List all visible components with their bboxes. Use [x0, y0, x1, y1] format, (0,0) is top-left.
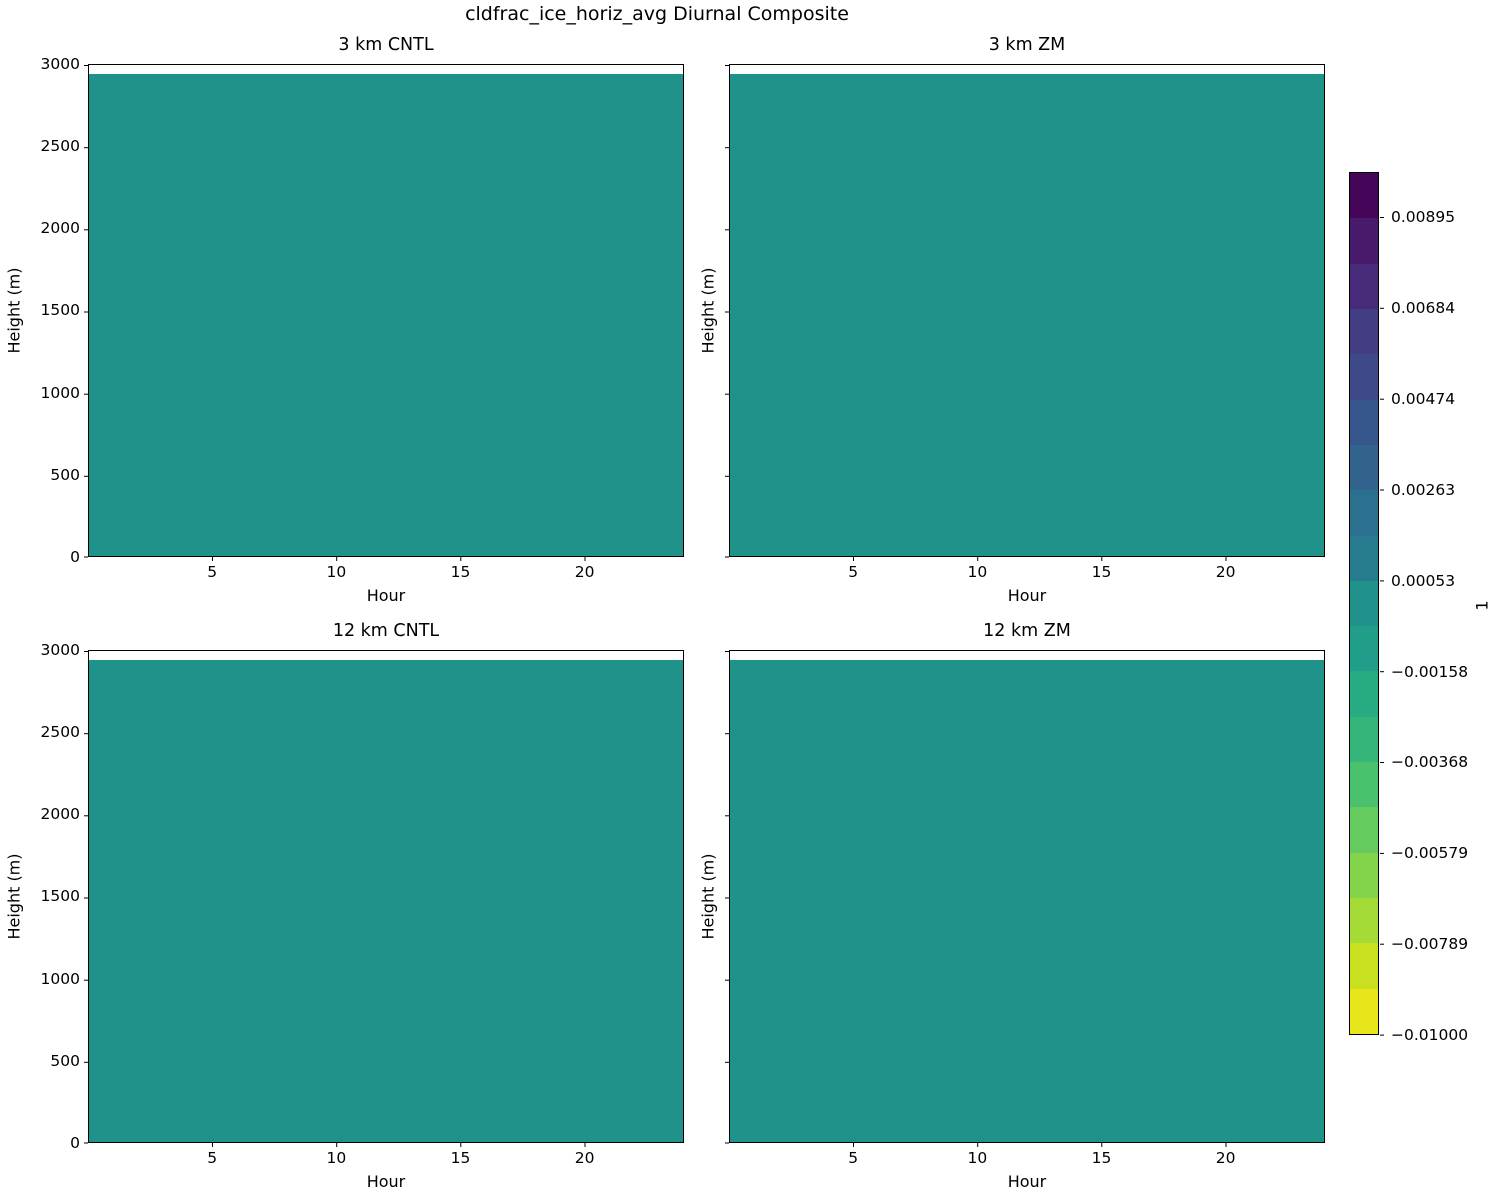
- x-tick-label: 15: [1091, 1149, 1112, 1167]
- colorbar-band: [1350, 444, 1378, 491]
- colorbar-tick-label: 0.00263: [1391, 480, 1456, 499]
- colorbar-tick-label: −0.01000: [1391, 1026, 1469, 1044]
- x-tick-label: 15: [450, 563, 471, 581]
- y-tick-label: 2000: [40, 805, 80, 824]
- x-tick-marks: [853, 1143, 855, 1147]
- x-tick-label: 5: [848, 1149, 859, 1167]
- colorbar-band: [1350, 988, 1378, 1034]
- colorbar-band: [1350, 263, 1378, 309]
- colorbar-band: [1350, 626, 1378, 672]
- colorbar-band: [1350, 762, 1378, 808]
- colorbar-tick-label: −0.00789: [1391, 935, 1469, 954]
- y-tick-label: 1000: [40, 969, 80, 988]
- y-tick-label: 500: [50, 1051, 80, 1070]
- y-tick-label: 0: [70, 547, 80, 566]
- y-tick-label: 3000: [40, 641, 80, 659]
- colorbar-tick-label: 0.00053: [1391, 571, 1456, 590]
- y-tick-label: 2000: [40, 219, 80, 238]
- x-tick-label: 5: [207, 563, 218, 581]
- y-axis-label: Height (m): [698, 853, 718, 940]
- colorbar-tick-marks: [1380, 217, 1384, 218]
- x-axis-label: Hour: [366, 1172, 406, 1191]
- colorbar-band: [1350, 943, 1378, 989]
- colorbar-tick-label: 0.00474: [1391, 390, 1456, 409]
- y-tick-label: 0: [70, 1133, 80, 1152]
- panel-title-3km-zm: 3 km ZM: [988, 35, 1066, 55]
- y-tick-marks: [725, 64, 729, 66]
- panel-title-3km-cntl: 3 km CNTL: [338, 35, 434, 55]
- contour-fill: [730, 74, 1324, 556]
- contour-fill: [89, 660, 683, 1142]
- colorbar-tick-label: −0.00158: [1391, 662, 1469, 681]
- y-tick-label: 3000: [40, 55, 80, 73]
- x-tick-label: 5: [207, 1149, 218, 1167]
- y-tick-label: 1500: [40, 887, 80, 906]
- colorbar-tick-label: 0.00684: [1391, 299, 1456, 318]
- x-tick-labels: 5 10 15 20: [88, 563, 684, 581]
- y-axis-label: Height (m): [4, 267, 24, 354]
- x-tick-marks: [853, 557, 855, 561]
- x-tick-label: 20: [1215, 1149, 1236, 1167]
- colorbar-tick-label: −0.00368: [1391, 753, 1469, 772]
- colorbar-band: [1350, 354, 1378, 400]
- panel-title-12km-cntl: 12 km CNTL: [332, 621, 440, 641]
- colorbar-band: [1350, 173, 1378, 219]
- x-axis-label: Hour: [1007, 1172, 1047, 1191]
- x-tick-marks: [212, 557, 214, 561]
- x-tick-marks: [212, 1143, 214, 1147]
- colorbar-tick-labels: 0.00895 0.00684 0.00474 0.00263 0.00053 …: [1391, 172, 1496, 1044]
- colorbar-band: [1350, 218, 1378, 264]
- colorbar-band: [1350, 898, 1378, 944]
- x-tick-label: 10: [326, 1149, 347, 1167]
- x-axis-label: Hour: [366, 586, 406, 605]
- colorbar-band: [1350, 308, 1378, 355]
- y-tick-label: 1500: [40, 301, 80, 320]
- x-tick-labels: 5 10 15 20: [729, 1149, 1325, 1167]
- colorbar: [1349, 172, 1379, 1035]
- plot-area-12km-cntl: [84, 650, 684, 1147]
- x-tick-label: 10: [967, 1149, 988, 1167]
- y-tick-label: 1000: [40, 383, 80, 402]
- x-tick-label: 5: [848, 563, 859, 581]
- colorbar-axis-label: 1: [1472, 600, 1492, 611]
- colorbar-band: [1350, 490, 1378, 536]
- plot-area-3km-zm: [725, 64, 1325, 561]
- x-tick-label: 20: [574, 563, 595, 581]
- x-axis-label: Hour: [1007, 586, 1047, 605]
- contour-fill: [89, 74, 683, 556]
- y-tick-label: 2500: [40, 723, 80, 742]
- x-tick-labels: 5 10 15 20: [88, 1149, 684, 1167]
- colorbar-band: [1350, 671, 1378, 717]
- y-tick-labels: 3000 2500 2000 1500 1000 500 0: [20, 640, 80, 1153]
- y-tick-labels: 3000 2500 2000 1500 1000 500 0: [20, 54, 80, 567]
- y-axis-label: Height (m): [4, 853, 24, 940]
- x-tick-label: 15: [1091, 563, 1112, 581]
- colorbar-band: [1350, 535, 1378, 581]
- x-tick-label: 10: [967, 563, 988, 581]
- y-tick-marks: [84, 64, 88, 66]
- colorbar-tick-label: −0.00579: [1391, 844, 1469, 863]
- plot-area-3km-cntl: [84, 64, 684, 561]
- colorbar-tick-label: 0.00895: [1391, 208, 1456, 227]
- contour-fill: [730, 660, 1324, 1142]
- colorbar-band: [1350, 852, 1378, 898]
- panel-title-12km-zm: 12 km ZM: [983, 621, 1071, 641]
- x-tick-labels: 5 10 15 20: [729, 563, 1325, 581]
- x-tick-label: 20: [1215, 563, 1236, 581]
- y-tick-marks: [84, 650, 88, 652]
- colorbar-band: [1350, 807, 1378, 853]
- colorbar-band: [1350, 716, 1378, 763]
- y-axis-label: Height (m): [698, 267, 718, 354]
- figure-title: cldfrac_ice_horiz_avg Diurnal Composite: [465, 3, 849, 25]
- y-tick-label: 500: [50, 465, 80, 484]
- colorbar-band: [1350, 580, 1378, 627]
- plot-area-12km-zm: [725, 650, 1325, 1147]
- y-tick-marks: [725, 650, 729, 652]
- x-tick-label: 15: [450, 1149, 471, 1167]
- x-tick-label: 20: [574, 1149, 595, 1167]
- colorbar-band: [1350, 399, 1378, 445]
- x-tick-label: 10: [326, 563, 347, 581]
- y-tick-label: 2500: [40, 137, 80, 156]
